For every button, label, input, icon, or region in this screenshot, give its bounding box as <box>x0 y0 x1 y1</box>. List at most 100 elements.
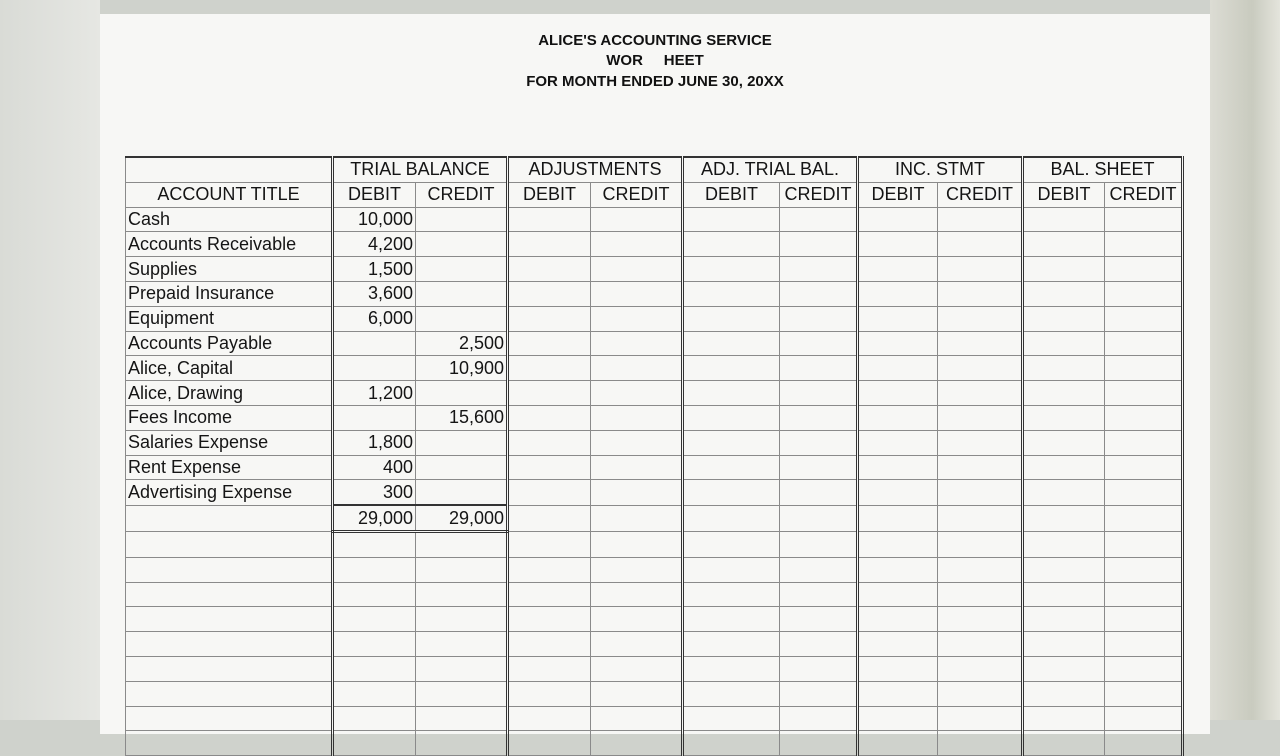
empty-debit-cell <box>506 380 591 406</box>
empty-credit-cell <box>779 256 859 282</box>
empty-credit-cell <box>937 355 1024 382</box>
empty-credit-cell <box>590 530 684 558</box>
blank-row <box>125 581 1184 608</box>
credit-header: CREDIT <box>415 181 509 208</box>
empty-debit-cell <box>506 730 591 756</box>
account-name: Fees Income <box>125 404 333 431</box>
trial-balance-debit <box>331 404 416 431</box>
trial-balance-debit: 1,500 <box>331 256 416 282</box>
empty-debit-cell <box>856 404 938 431</box>
empty-debit-cell <box>506 631 591 657</box>
empty-account-cell <box>125 655 333 682</box>
trial-balance-credit <box>415 280 509 307</box>
empty-debit-cell <box>856 355 938 382</box>
empty-debit-cell <box>1021 606 1105 633</box>
empty-credit-cell <box>1104 606 1184 633</box>
empty-debit-cell <box>856 231 938 258</box>
empty-credit-cell <box>779 280 859 307</box>
empty-credit-cell <box>590 705 684 732</box>
empty-debit-cell <box>1021 404 1105 431</box>
header-row-columns: ACCOUNT TITLE DEBIT CREDIT DEBIT CREDIT DEBIT… <box>125 181 1184 208</box>
trial-balance-credit <box>415 380 509 406</box>
empty-credit-cell <box>937 530 1024 558</box>
empty-credit-cell <box>779 680 859 707</box>
empty-credit-cell <box>590 730 684 756</box>
blank-row <box>125 530 1184 558</box>
trial-balance-credit: 10,900 <box>415 355 509 382</box>
empty-credit-cell <box>590 556 684 583</box>
empty-debit-cell <box>506 454 591 481</box>
account-name: Cash <box>125 206 333 233</box>
empty-credit-cell <box>590 256 684 282</box>
empty-debit-cell <box>506 429 591 456</box>
empty-debit-cell <box>681 530 780 558</box>
empty-debit-cell <box>506 655 591 682</box>
trial-balance-debit <box>331 330 416 357</box>
account-title-header-blank <box>125 155 333 183</box>
empty-debit-cell <box>1021 206 1105 233</box>
empty-credit-cell <box>937 380 1024 406</box>
empty-credit-cell <box>415 530 509 558</box>
blank-row <box>125 556 1184 583</box>
empty-debit-cell <box>331 705 416 732</box>
empty-debit-cell <box>856 504 938 532</box>
empty-credit-cell <box>779 581 859 608</box>
empty-credit-cell <box>937 631 1024 657</box>
empty-debit-cell <box>1021 454 1105 481</box>
empty-credit-cell <box>590 454 684 481</box>
table-row: Fees Income 15,600 <box>125 404 1184 431</box>
empty-credit-cell <box>590 231 684 258</box>
empty-debit-cell <box>331 631 416 657</box>
blank-row <box>125 680 1184 707</box>
trial-balance-credit <box>415 479 509 506</box>
empty-credit-cell <box>590 606 684 633</box>
account-name: Alice, Drawing <box>125 380 333 406</box>
empty-debit-cell <box>681 231 780 258</box>
empty-credit-cell <box>937 256 1024 282</box>
empty-credit-cell <box>937 231 1024 258</box>
table-row: Rent Expense 400 <box>125 454 1184 481</box>
empty-credit-cell <box>415 606 509 633</box>
empty-debit-cell <box>856 305 938 332</box>
trial-balance-credit <box>415 206 509 233</box>
empty-debit-cell <box>681 330 780 357</box>
trial-balance-debit: 3,600 <box>331 280 416 307</box>
empty-credit-cell <box>779 404 859 431</box>
empty-debit-cell <box>681 606 780 633</box>
empty-account-cell <box>125 556 333 583</box>
trial-balance-credit <box>415 231 509 258</box>
blank-row <box>125 631 1184 657</box>
empty-credit-cell <box>779 631 859 657</box>
empty-credit-cell <box>415 581 509 608</box>
empty-debit-cell <box>856 680 938 707</box>
empty-debit-cell <box>681 280 780 307</box>
header-row-groups: TRIAL BALANCE ADJUSTMENTS ADJ. TRIAL BAL. I… <box>125 155 1184 183</box>
debit-header: DEBIT <box>506 181 591 208</box>
trial-balance-credit <box>415 454 509 481</box>
account-name: Alice, Capital <box>125 355 333 382</box>
worksheet-table: TRIAL BALANCE ADJUSTMENTS ADJ. TRIAL BAL. I… <box>125 155 1184 756</box>
blank-row <box>125 705 1184 732</box>
empty-debit-cell <box>681 631 780 657</box>
blank-row <box>125 730 1184 756</box>
empty-credit-cell <box>779 479 859 506</box>
empty-credit-cell <box>937 305 1024 332</box>
empty-credit-cell <box>937 429 1024 456</box>
empty-debit-cell <box>681 429 780 456</box>
empty-debit-cell <box>506 206 591 233</box>
trial-balance-debit: 6,000 <box>331 305 416 332</box>
empty-debit-cell <box>681 454 780 481</box>
table-row: Salaries Expense 1,800 <box>125 429 1184 456</box>
empty-credit-cell <box>1104 355 1184 382</box>
empty-credit-cell <box>1104 730 1184 756</box>
empty-debit-cell <box>506 280 591 307</box>
trial-balance-credit <box>415 429 509 456</box>
column-group-header: TRIAL BALANCE <box>331 155 509 183</box>
empty-debit-cell <box>681 730 780 756</box>
worksheet-paper: ALICE'S ACCOUNTING SERVICE WOR HEET FOR … <box>100 14 1210 756</box>
empty-credit-cell <box>1104 581 1184 608</box>
empty-account-cell <box>125 631 333 657</box>
empty-credit-cell <box>779 330 859 357</box>
total-credit: 29,000 <box>415 504 509 533</box>
empty-credit-cell <box>937 581 1024 608</box>
